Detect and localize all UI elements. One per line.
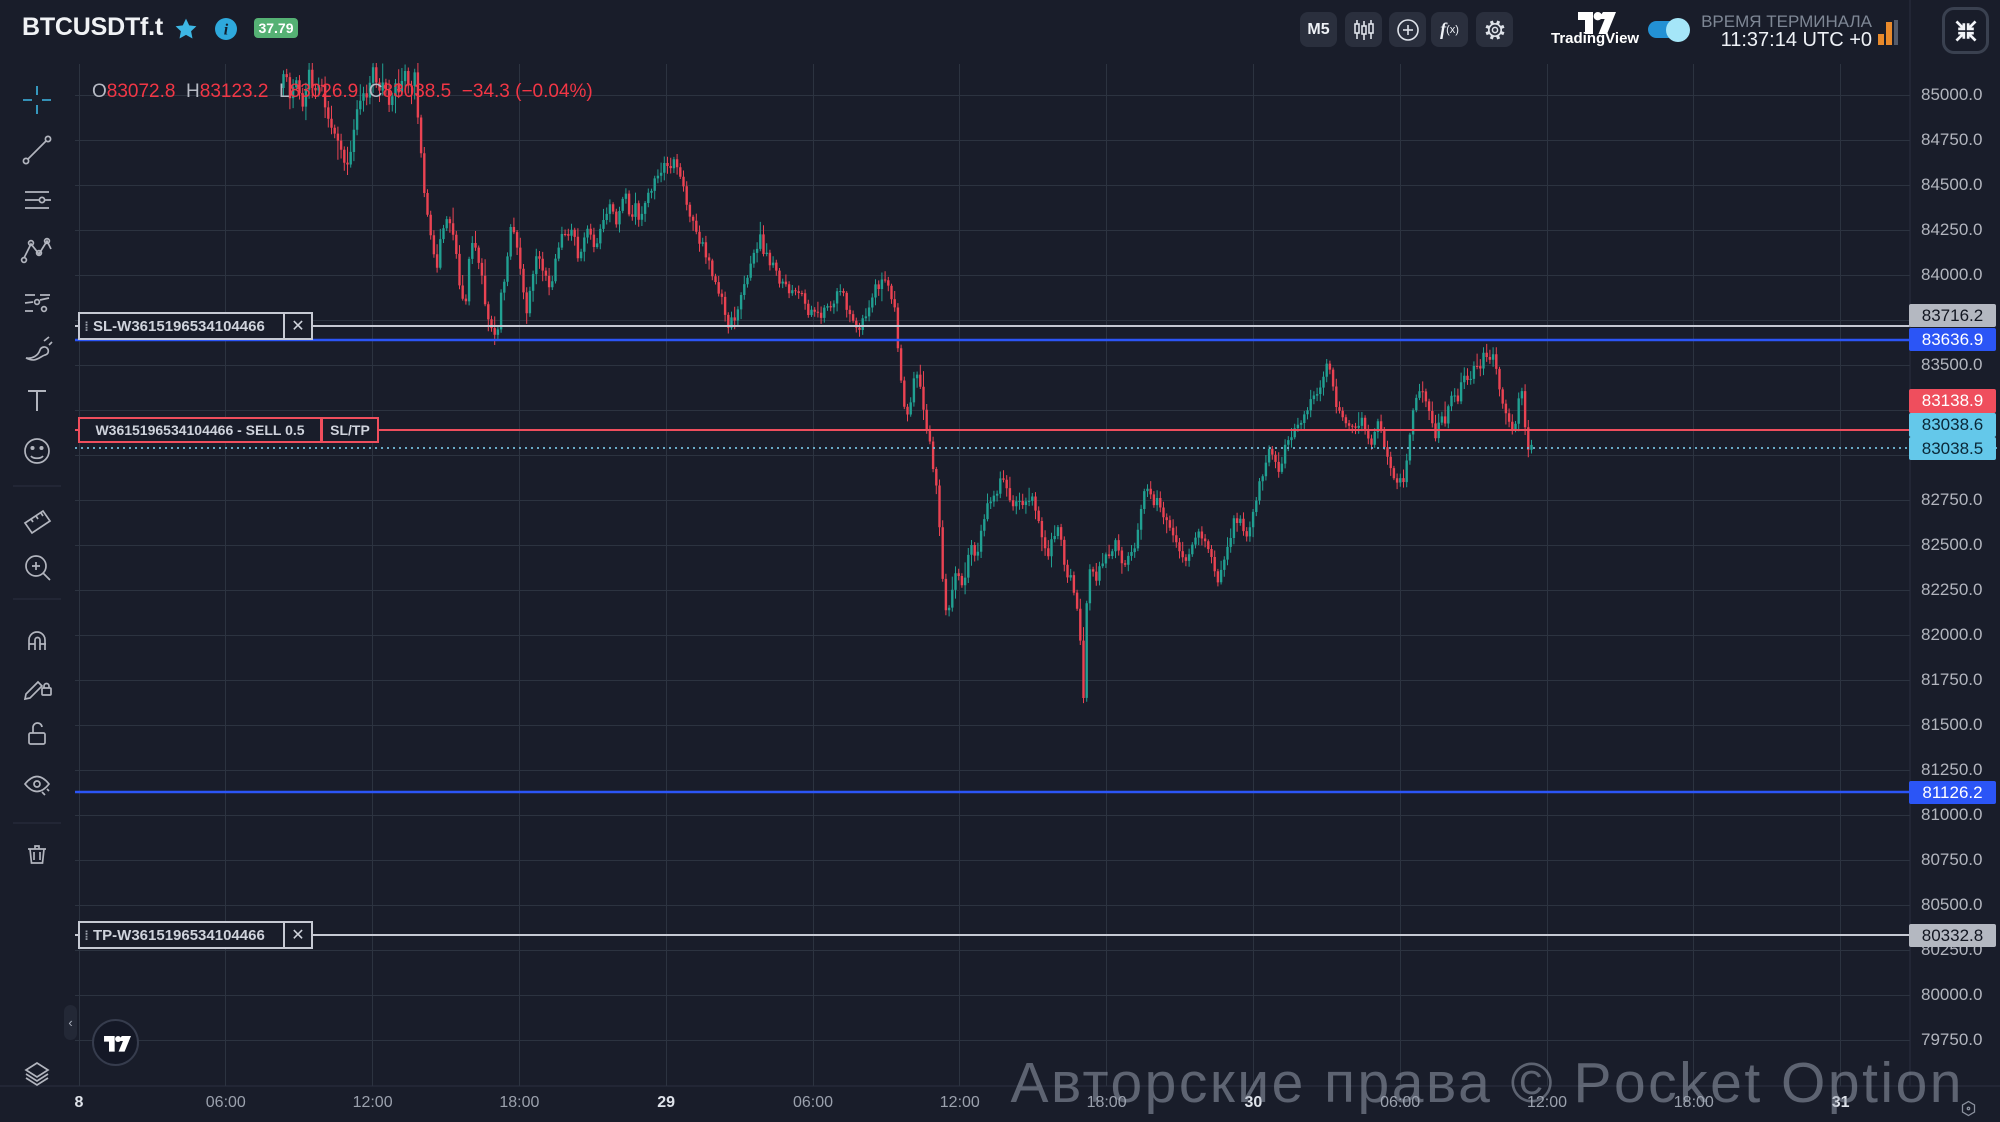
svg-text:i: i <box>224 22 229 39</box>
